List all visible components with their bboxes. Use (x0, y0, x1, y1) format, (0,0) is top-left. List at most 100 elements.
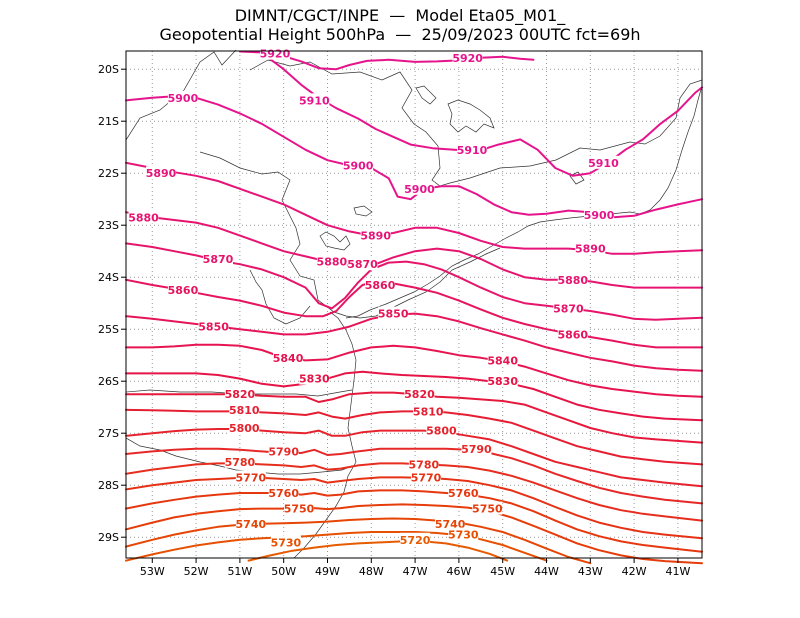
contour-line-5730 (125, 531, 548, 562)
contour-label-5810: 5810 (413, 405, 444, 418)
contour-label-5920: 5920 (452, 52, 483, 65)
lat-tick-label: 25S (98, 323, 119, 336)
contour-label-5910: 5910 (457, 144, 488, 157)
contour-label-5880: 5880 (557, 274, 588, 287)
grid-lines (126, 51, 702, 558)
reservoir-2 (447, 99, 495, 133)
contour-label-5800: 5800 (229, 422, 260, 435)
contour-line-5760 (125, 489, 703, 553)
contour-label-5890: 5890 (575, 243, 606, 256)
contour-label-bg (557, 272, 588, 286)
lon-tick-label: 52W (184, 565, 209, 578)
contour-label-bg (448, 486, 479, 499)
contour-label-bg (229, 421, 260, 434)
contour-label-bg (575, 241, 606, 255)
contour-label-bg (316, 254, 347, 268)
lon-tick-label: 49W (315, 565, 340, 578)
lon-tick-label: 51W (227, 565, 252, 578)
contour-label-bg (224, 454, 255, 468)
map-title: DIMNT/CGCT/INPE — Model Eta05_M01_ Geopot… (0, 6, 800, 44)
contour-label-5860: 5860 (365, 279, 396, 292)
lat-tick-label: 29S (98, 531, 119, 544)
contour-label-5850: 5850 (198, 321, 229, 334)
contour-label-bg (270, 535, 301, 549)
contour-line-5890 (125, 161, 703, 255)
contour-label-bg (426, 423, 457, 437)
contour-label-5870: 5870 (553, 302, 584, 315)
contour-label-bg (229, 402, 260, 416)
contour-label-bg (378, 306, 409, 320)
contour-label-bg (365, 278, 396, 291)
lon-tick-label: 41W (665, 565, 690, 578)
lat-tick-label: 27S (98, 427, 119, 440)
contour-line-5910 (265, 55, 703, 177)
title-line-2: Geopotential Height 500hPa — 25/09/2023 … (159, 25, 641, 44)
lat-tick-label: 20S (98, 63, 119, 76)
contour-lines (125, 50, 703, 565)
contour-label-5750: 5750 (472, 503, 503, 516)
contour-label-5910: 5910 (299, 94, 330, 107)
contour-label-5740: 5740 (236, 518, 267, 531)
contour-label-5830: 5830 (299, 373, 330, 386)
contour-label-5780: 5780 (409, 458, 440, 471)
contour-label-bg (461, 441, 492, 455)
contour-label-5830: 5830 (487, 375, 518, 388)
contour-label-bg (413, 404, 444, 418)
contour-label-bg (259, 46, 290, 60)
contour-label-5860: 5860 (557, 328, 588, 341)
contour-line-5830 (125, 370, 703, 422)
contour-label-bg (457, 142, 488, 156)
contour-label-5810: 5810 (229, 404, 260, 417)
reservoir-1 (319, 231, 351, 251)
political-boundaries (125, 49, 703, 559)
lat-tick-label: 22S (98, 167, 119, 180)
contour-label-bg (408, 457, 439, 471)
contour-label-5800: 5800 (426, 425, 457, 438)
contour-label-bg (553, 301, 584, 315)
coastline-rio (649, 85, 703, 211)
contour-label-5790: 5790 (268, 445, 299, 458)
lat-tick-label: 26S (98, 375, 119, 388)
contour-label-5730: 5730 (448, 529, 479, 542)
contour-label-bg (299, 371, 330, 385)
reservoir-4 (353, 205, 373, 217)
contour-line-5810 (125, 408, 703, 466)
contour-label-bg (268, 486, 299, 499)
state-border-parana (199, 151, 501, 319)
contour-line-5740 (125, 517, 592, 565)
lat-tick-label: 24S (98, 271, 119, 284)
contour-label-5890: 5890 (360, 230, 391, 243)
reservoir-3 (415, 85, 437, 105)
contour-label-5880: 5880 (128, 211, 159, 224)
lon-tick-label: 43W (578, 565, 603, 578)
contour-label-bg (299, 93, 330, 107)
contour-label-5900: 5900 (584, 209, 615, 222)
contour-label-bg (146, 166, 177, 180)
contour-label-5750: 5750 (284, 503, 315, 516)
contour-label-bg (472, 501, 503, 515)
lon-tick-label: 50W (271, 565, 296, 578)
contour-line-5840 (125, 343, 703, 398)
contour-label-5760: 5760 (448, 487, 479, 500)
contour-label-5890: 5890 (146, 167, 177, 180)
contour-label-5840: 5840 (273, 352, 304, 365)
contour-label-bg (343, 158, 374, 172)
contour-label-bg (411, 470, 442, 484)
contour-label-5860: 5860 (168, 284, 199, 297)
contour-label-5780: 5780 (225, 456, 256, 469)
contour-line-5720 (247, 540, 509, 562)
axis-ticks: 53W 52W 51W 50W 49W 48W 47W 46W 45W 44W 43W 42W 41W 2… (98, 63, 690, 578)
contour-label-5770: 5770 (411, 471, 442, 484)
contour-label-bg (235, 517, 266, 531)
contour-line-5750 (125, 503, 703, 565)
contour-line-5770 (125, 476, 703, 540)
contour-line-5870 (125, 242, 703, 321)
contour-line-5920 (238, 50, 535, 71)
contour-label-bg (448, 527, 479, 541)
lat-tick-label: 28S (98, 479, 119, 492)
state-border-mato-grosso-do-sul (125, 49, 237, 141)
contour-label-bg (404, 387, 435, 401)
lon-tick-label: 44W (534, 565, 559, 578)
contour-label-bg (360, 228, 391, 242)
